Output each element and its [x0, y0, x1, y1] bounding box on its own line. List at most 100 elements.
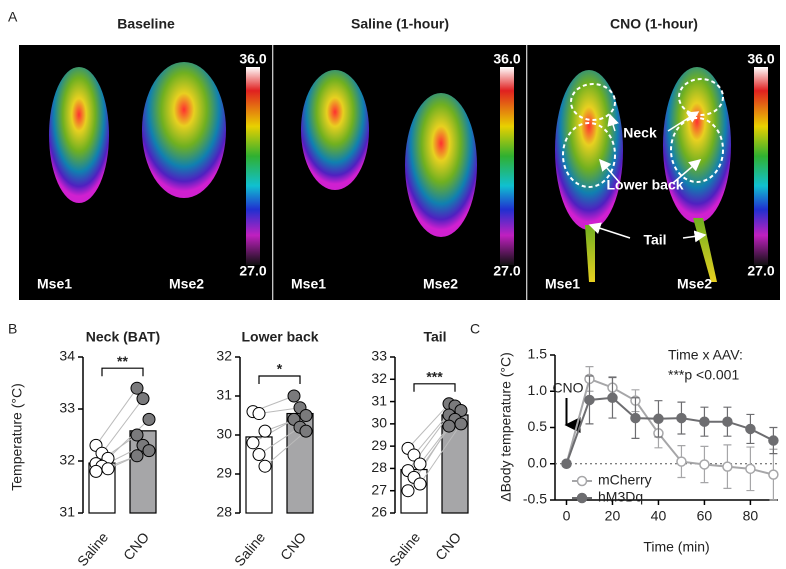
- data-point: [442, 419, 456, 433]
- data-point: [136, 392, 150, 406]
- x-tick-label: 0: [563, 508, 571, 524]
- y-tick-label: 32: [371, 370, 387, 386]
- mouse-label: Mse1: [37, 276, 72, 292]
- data-point: [454, 403, 468, 417]
- y-axis-label: Temperature (°C): [9, 383, 25, 491]
- y-tick-label: 33: [371, 348, 387, 364]
- mouse-thermal: [142, 62, 226, 198]
- x-tick-label: CNO: [120, 529, 152, 563]
- y-tick-label: 1.0: [528, 382, 548, 398]
- data-point: [401, 484, 415, 498]
- arrow: [588, 222, 631, 239]
- x-tick-label: Saline: [74, 529, 111, 569]
- x-axis-label: Time (min): [643, 539, 709, 555]
- chart-title: Tail: [423, 329, 446, 345]
- data-point: [299, 409, 313, 422]
- data-point: [246, 436, 260, 450]
- significance: *: [277, 361, 283, 377]
- x-tick-label: CNO: [432, 529, 464, 563]
- x-tick-label: CNO: [277, 529, 309, 563]
- data-point: [607, 392, 618, 404]
- data-point: [745, 463, 756, 475]
- chart-title: Lower back: [241, 329, 318, 345]
- data-point: [407, 448, 421, 462]
- image-annotation: Lower back: [606, 177, 683, 193]
- paired-line: [107, 419, 150, 459]
- data-point: [130, 381, 144, 395]
- series-line: [565, 396, 774, 465]
- data-point: [676, 412, 687, 424]
- y-tick-label: 32: [59, 452, 75, 468]
- roi-neck: [678, 78, 724, 116]
- data-point: [89, 464, 103, 478]
- data-point: [142, 444, 156, 458]
- mouse-thermal: [49, 67, 109, 203]
- scale-min: 27.0: [239, 263, 266, 279]
- scale-max: 36.0: [493, 51, 520, 67]
- arrow: [682, 230, 707, 243]
- data-point: [258, 424, 272, 438]
- x-tick-label: 40: [651, 508, 667, 524]
- legend-marker: [576, 492, 588, 504]
- data-point: [722, 416, 733, 427]
- data-point: [299, 424, 313, 438]
- data-point: [287, 389, 301, 403]
- y-tick-label: 31: [371, 392, 387, 408]
- paired-line: [407, 403, 450, 449]
- color-bar: [500, 67, 514, 265]
- data-point: [130, 449, 144, 463]
- arrow: [607, 113, 619, 132]
- y-tick-label: 33: [59, 400, 75, 416]
- color-bar: [754, 67, 768, 265]
- data-point: [768, 435, 779, 446]
- y-tick-label: 0.5: [528, 418, 548, 434]
- significance: ***: [426, 369, 443, 385]
- stat-annotation: Time x AAV:: [668, 347, 743, 363]
- mouse-label: Mse2: [677, 276, 712, 292]
- data-point: [745, 423, 756, 435]
- mouse-label: Mse1: [545, 276, 580, 292]
- color-bar: [246, 67, 260, 265]
- significance-bracket: [101, 367, 144, 377]
- significance-bracket: [258, 375, 301, 384]
- scale-max: 36.0: [239, 51, 266, 67]
- mouse-thermal: [405, 93, 477, 237]
- paired-line: [258, 426, 301, 455]
- scale-min: 27.0: [747, 263, 774, 279]
- x-tick-label: 80: [743, 508, 759, 524]
- image-title: CNO (1-hour): [610, 16, 698, 32]
- roi-neck: [570, 83, 616, 121]
- data-point: [130, 428, 144, 442]
- image-annotation: Tail: [643, 232, 666, 248]
- data-point: [699, 459, 710, 470]
- y-tick-label: 28: [371, 459, 387, 475]
- data-point: [584, 394, 595, 406]
- data-point: [252, 448, 266, 461]
- arrow: [599, 158, 621, 184]
- image-title: Baseline: [117, 16, 175, 32]
- y-tick-label: 30: [216, 426, 232, 442]
- x-tick-label: 60: [697, 508, 713, 524]
- y-axis-label: ΔBody temperature (°C): [498, 352, 514, 502]
- paired-line: [419, 423, 462, 485]
- mouse-thermal: [301, 70, 369, 190]
- y-tick-label: 31: [59, 504, 75, 520]
- x-tick-label: 20: [605, 508, 621, 524]
- data-point: [676, 456, 687, 467]
- significance-bracket: [413, 383, 456, 392]
- x-tick-label: Saline: [231, 529, 268, 569]
- y-tick-label: 1.5: [528, 346, 548, 362]
- panel-label: A: [8, 9, 18, 25]
- stat-annotation: ***p <0.001: [668, 367, 739, 383]
- data-point: [768, 469, 779, 480]
- data-point: [699, 416, 710, 427]
- significance: **: [117, 353, 128, 369]
- y-tick-label: 28: [216, 504, 232, 520]
- arrow: [667, 111, 700, 132]
- y-tick-label: 0.0: [528, 454, 548, 470]
- mouse-label: Mse2: [423, 276, 458, 292]
- y-tick-label: 32: [216, 348, 232, 364]
- y-tick-label: 26: [371, 504, 387, 520]
- data-point: [101, 462, 115, 476]
- x-tick-label: Saline: [386, 529, 423, 569]
